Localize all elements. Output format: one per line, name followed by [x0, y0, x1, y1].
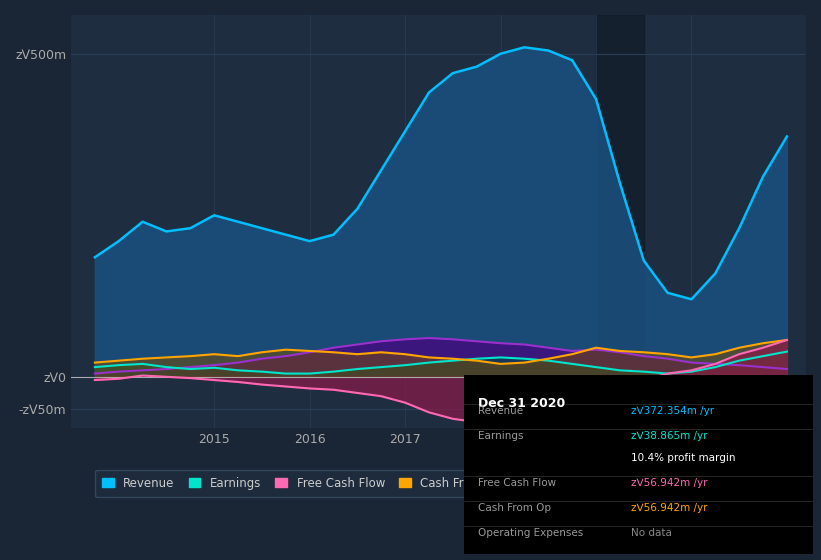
Text: Operating Expenses: Operating Expenses: [478, 528, 583, 538]
Text: zᐯ372.354m /yr: zᐯ372.354m /yr: [631, 406, 714, 416]
Legend: Revenue, Earnings, Free Cash Flow, Cash From Op, Operating Expenses: Revenue, Earnings, Free Cash Flow, Cash …: [94, 470, 665, 497]
Text: Dec 31 2020: Dec 31 2020: [478, 396, 565, 410]
Text: No data: No data: [631, 528, 672, 538]
Text: zᐯ38.865m /yr: zᐯ38.865m /yr: [631, 431, 708, 441]
Text: zᐯ56.942m /yr: zᐯ56.942m /yr: [631, 503, 708, 513]
Text: Cash From Op: Cash From Op: [478, 503, 551, 513]
Text: Revenue: Revenue: [478, 406, 523, 416]
Text: zᐯ56.942m /yr: zᐯ56.942m /yr: [631, 478, 708, 488]
Text: 10.4% profit margin: 10.4% profit margin: [631, 452, 736, 463]
Text: Free Cash Flow: Free Cash Flow: [478, 478, 556, 488]
Text: Earnings: Earnings: [478, 431, 523, 441]
Bar: [596, 15, 644, 428]
